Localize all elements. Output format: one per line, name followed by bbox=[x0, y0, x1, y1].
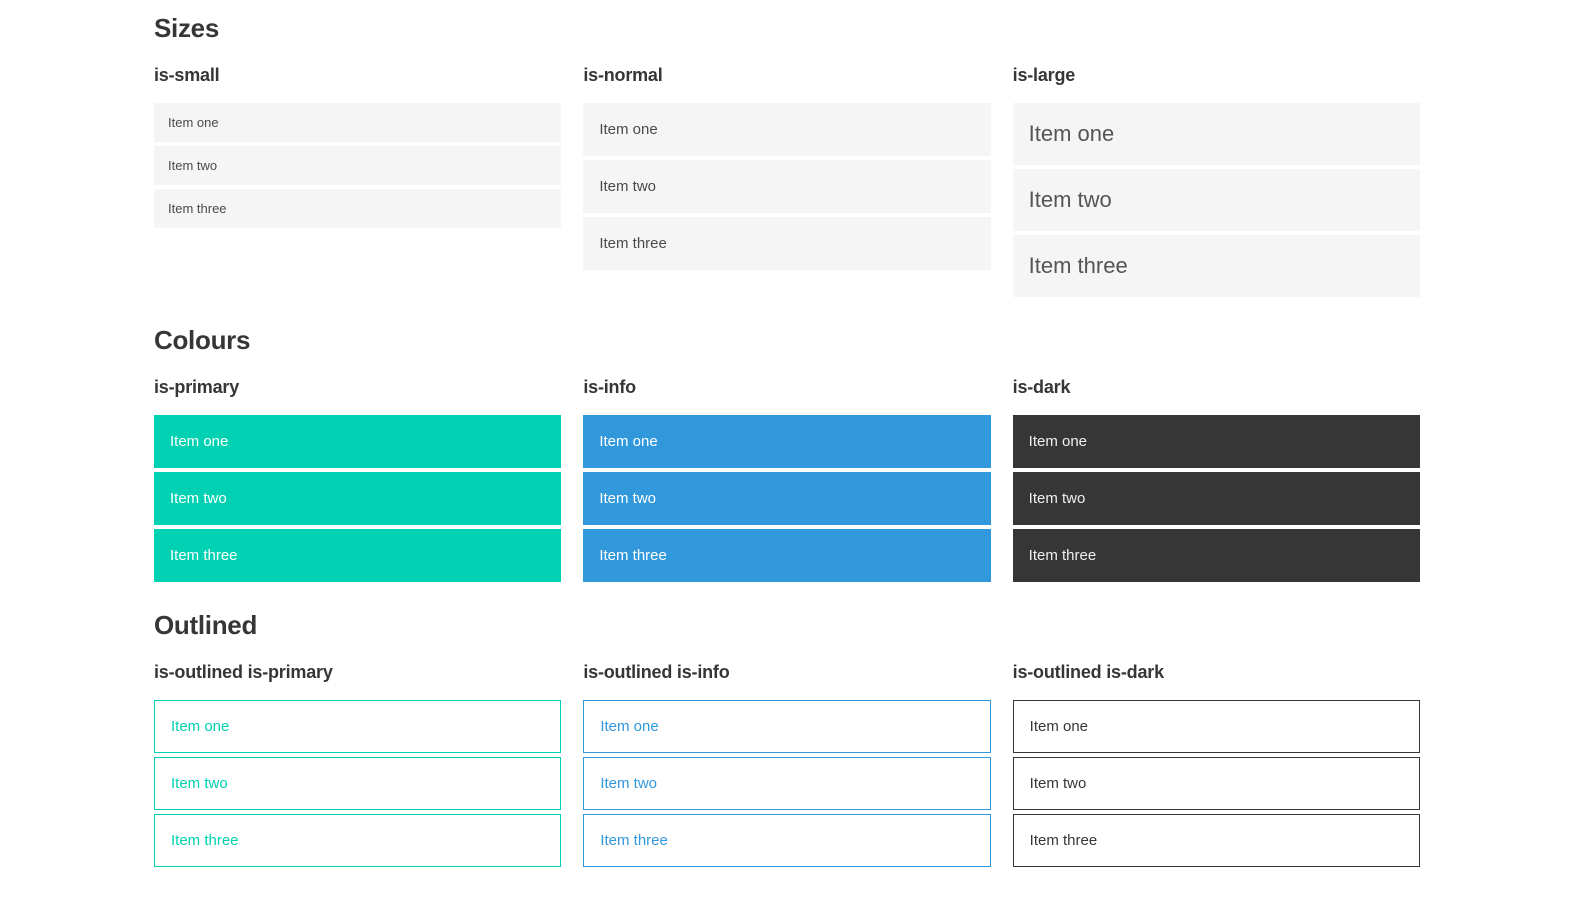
list-item[interactable]: Item three bbox=[154, 814, 562, 867]
list-item[interactable]: Item one bbox=[583, 415, 991, 468]
group-title: is-dark bbox=[1012, 377, 1071, 397]
group-title: is-info bbox=[583, 377, 636, 397]
list-item[interactable]: Item three bbox=[1012, 814, 1420, 867]
list-item[interactable]: Item three bbox=[583, 529, 991, 582]
section-colours: Colours is-primary Item one Item two Ite… bbox=[154, 325, 1420, 582]
section-outlined: Outlined is-outlined is-primary Item one… bbox=[154, 610, 1420, 867]
list-normal: Item one Item two Item three bbox=[583, 103, 991, 270]
list-small: Item one Item two Item three bbox=[154, 103, 562, 228]
list-item[interactable]: Item two bbox=[583, 757, 991, 810]
group-title: is-small bbox=[154, 65, 220, 85]
section-title: Colours bbox=[154, 325, 251, 355]
list-group-is-small: is-small Item one Item two Item three bbox=[154, 64, 562, 228]
section-title: Outlined bbox=[154, 610, 258, 640]
list-outlined-info: Item one Item two Item three bbox=[583, 700, 991, 867]
list-item[interactable]: Item three bbox=[583, 814, 991, 867]
list-item[interactable]: Item three bbox=[1012, 235, 1420, 297]
group-title: is-primary bbox=[154, 377, 240, 397]
outlined-grid: is-outlined is-primary Item one Item two… bbox=[154, 661, 1420, 867]
list-group-outlined-primary: is-outlined is-primary Item one Item two… bbox=[154, 661, 562, 867]
list-item[interactable]: Item two bbox=[1012, 472, 1420, 525]
group-title: is-normal bbox=[583, 65, 663, 85]
list-item[interactable]: Item two bbox=[154, 757, 562, 810]
list-item[interactable]: Item three bbox=[1012, 529, 1420, 582]
list-item[interactable]: Item one bbox=[154, 700, 562, 753]
list-group-is-dark: is-dark Item one Item two Item three bbox=[1012, 376, 1420, 582]
list-group-is-normal: is-normal Item one Item two Item three bbox=[583, 64, 991, 270]
list-group-outlined-info: is-outlined is-info Item one Item two It… bbox=[583, 661, 991, 867]
list-item[interactable]: Item three bbox=[583, 217, 991, 270]
list-item[interactable]: Item one bbox=[1012, 415, 1420, 468]
group-title: is-large bbox=[1012, 65, 1076, 85]
style-guide-page: Sizes is-small Item one Item two Item th… bbox=[154, 0, 1420, 867]
list-primary: Item one Item two Item three bbox=[154, 415, 562, 582]
list-item[interactable]: Item one bbox=[1012, 700, 1420, 753]
list-outlined-primary: Item one Item two Item three bbox=[154, 700, 562, 867]
section-title: Sizes bbox=[154, 13, 219, 43]
list-item[interactable]: Item two bbox=[1012, 169, 1420, 231]
list-item[interactable]: Item two bbox=[583, 160, 991, 213]
list-item[interactable]: Item two bbox=[154, 146, 562, 185]
colours-grid: is-primary Item one Item two Item three … bbox=[154, 376, 1420, 582]
list-item[interactable]: Item one bbox=[1012, 103, 1420, 165]
list-item[interactable]: Item one bbox=[583, 700, 991, 753]
list-item[interactable]: Item three bbox=[154, 189, 562, 228]
list-item[interactable]: Item one bbox=[583, 103, 991, 156]
list-dark: Item one Item two Item three bbox=[1012, 415, 1420, 582]
group-title: is-outlined is-info bbox=[583, 662, 730, 682]
list-group-is-primary: is-primary Item one Item two Item three bbox=[154, 376, 562, 582]
list-group-is-large: is-large Item one Item two Item three bbox=[1012, 64, 1420, 297]
list-item[interactable]: Item two bbox=[154, 472, 562, 525]
list-outlined-dark: Item one Item two Item three bbox=[1012, 700, 1420, 867]
group-title: is-outlined is-primary bbox=[154, 662, 333, 682]
list-item[interactable]: Item one bbox=[154, 415, 562, 468]
list-item[interactable]: Item two bbox=[583, 472, 991, 525]
list-group-is-info: is-info Item one Item two Item three bbox=[583, 376, 991, 582]
list-item[interactable]: Item two bbox=[1012, 757, 1420, 810]
group-title: is-outlined is-dark bbox=[1012, 662, 1164, 682]
list-item[interactable]: Item one bbox=[154, 103, 562, 142]
list-item[interactable]: Item three bbox=[154, 529, 562, 582]
sizes-grid: is-small Item one Item two Item three is… bbox=[154, 64, 1420, 297]
list-info: Item one Item two Item three bbox=[583, 415, 991, 582]
list-large: Item one Item two Item three bbox=[1012, 103, 1420, 297]
section-sizes: Sizes is-small Item one Item two Item th… bbox=[154, 13, 1420, 297]
list-group-outlined-dark: is-outlined is-dark Item one Item two It… bbox=[1012, 661, 1420, 867]
